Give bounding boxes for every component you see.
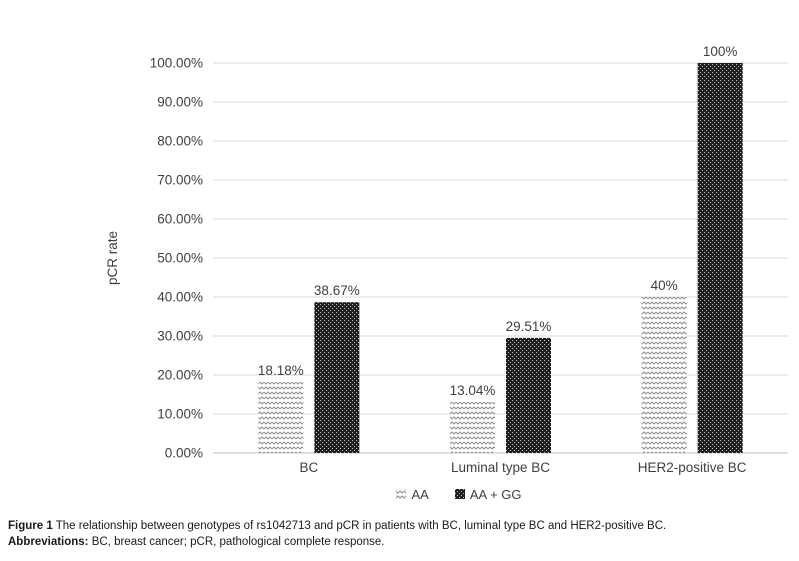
abbreviations-label: Abbreviations: <box>8 536 89 548</box>
bar-chart: 0.00% 10.00% 20.00% 30.00% 40.00% 50.00% 60.00… <box>105 44 788 475</box>
data-label: 38.67% <box>314 283 360 298</box>
bar-aa-2 <box>450 402 495 453</box>
y-tick-label: 20.00% <box>157 368 203 383</box>
caption-line: Figure 1 The relationship between genoty… <box>8 519 788 534</box>
caption-text: The relationship between genotypes of rs… <box>52 520 667 532</box>
y-tick-label: 50.00% <box>157 251 203 266</box>
data-label: 40% <box>651 278 678 293</box>
data-label: 29.51% <box>506 319 552 334</box>
y-tick-label: 90.00% <box>157 95 203 110</box>
bar-aa-1 <box>258 382 304 453</box>
legend-swatch-aa-icon <box>396 489 407 499</box>
y-tick-label: 10.00% <box>157 407 203 422</box>
y-tick-label: 40.00% <box>157 290 203 305</box>
legend-label-aa-gg: AA + GG <box>469 486 522 502</box>
category-label: HER2-positive BC <box>638 460 747 475</box>
legend-swatch-aa-gg-icon <box>454 489 465 499</box>
bar-aa+gg-1 <box>314 302 360 453</box>
caption-figure-label: Figure 1 <box>8 520 53 532</box>
figure-caption: Figure 1 The relationship between genoty… <box>8 519 788 551</box>
data-label: 18.18% <box>258 363 304 378</box>
y-tick-label: 80.00% <box>157 134 203 149</box>
y-axis-title: pCR rate <box>105 231 120 285</box>
legend-label-aa: AA <box>411 486 429 502</box>
category-label: BC <box>299 460 318 475</box>
abbreviations-text: BC, breast cancer; pCR, pathological com… <box>88 536 385 548</box>
y-tick-label: 70.00% <box>157 173 203 188</box>
bar-aa-3 <box>641 297 687 453</box>
y-tick-label: 0.00% <box>165 446 203 461</box>
bar-aa+gg-3 <box>697 63 743 453</box>
bar-aa+gg-2 <box>506 337 551 453</box>
abbreviations-line: Abbreviations: BC, breast cancer; pCR, p… <box>8 535 788 550</box>
category-label: Luminal type BC <box>451 460 550 475</box>
legend-item-aa-gg: AA + GG <box>454 486 522 502</box>
legend-item-aa: AA <box>396 486 429 502</box>
y-tick-label: 60.00% <box>157 212 203 227</box>
y-tick-label: 100.00% <box>150 56 203 71</box>
data-label: 100% <box>703 44 738 59</box>
y-tick-label: 30.00% <box>157 329 203 344</box>
data-label: 13.04% <box>450 383 496 398</box>
chart-legend: AA AA + GG <box>130 485 788 503</box>
